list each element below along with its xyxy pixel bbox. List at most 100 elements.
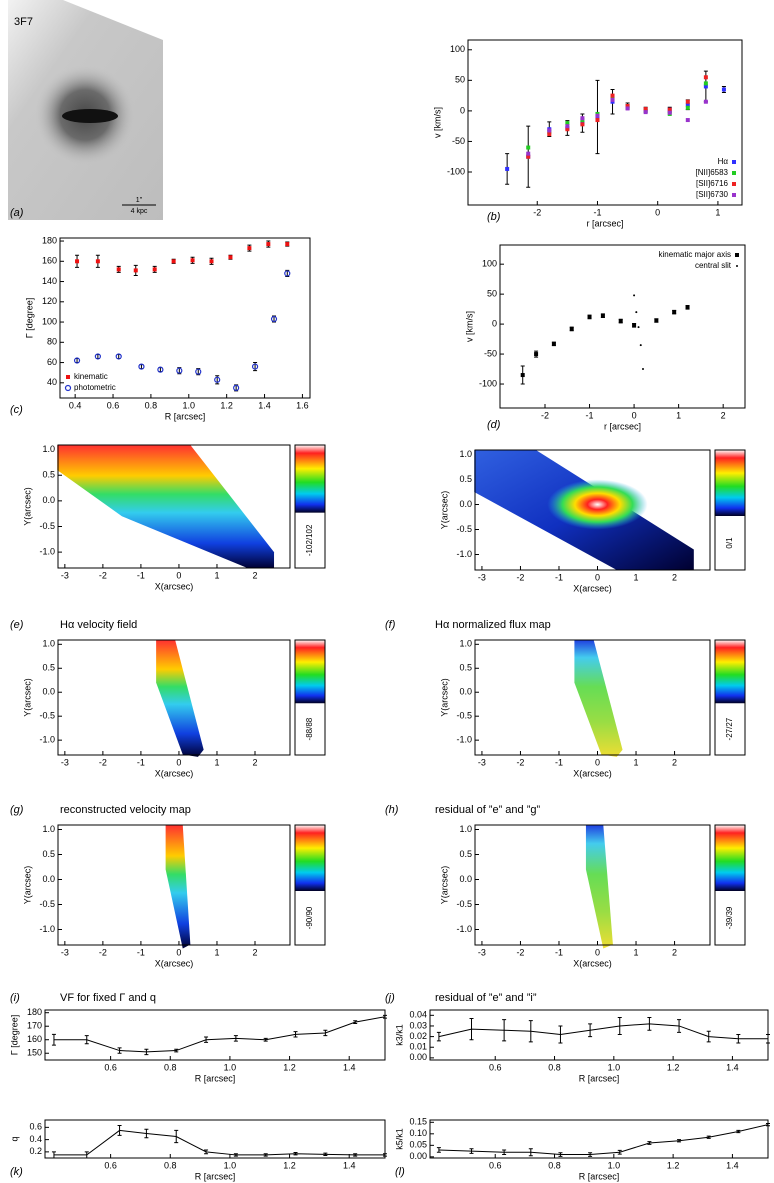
colorbar-frame [294,639,326,756]
x-tick-label: 1.0 [224,1160,237,1170]
error-bar [617,1016,622,1035]
point [171,259,176,264]
y-axis-label: Y(arcsec) [22,866,32,905]
point [547,132,552,137]
point [505,166,510,171]
map-area [165,825,191,949]
y-tick-label: 0.02 [409,1031,427,1041]
error-bar [617,1149,622,1155]
error-bar [766,1122,770,1127]
point [190,258,195,263]
x-tick-label: -3 [478,757,486,767]
x-tick-label: -2 [516,947,524,957]
x-tick-label: 0.8 [145,400,158,410]
colorbar-label: -88/88 [305,717,314,740]
point [667,107,672,112]
error-bar [558,1025,563,1044]
error-bar [51,1033,56,1046]
series-line [438,1023,768,1040]
x-axis-label: R [arcsec] [195,1073,236,1083]
y-tick-label: 0 [492,318,497,328]
colorbar [715,450,745,516]
point [595,113,600,118]
y-tick-label: 50 [487,289,497,299]
x-axis-label: X(arcsec) [573,768,612,778]
error-bar [528,1020,533,1043]
point [138,363,145,370]
y-tick-label: 100 [482,259,497,269]
x-tick-label: -1 [555,757,563,767]
panel-label: (f) [385,619,396,631]
y-tick-label: 80 [47,337,57,347]
series-line [438,1124,769,1156]
y-tick-label: 0 [460,105,465,115]
x-tick-label: 0.6 [489,1062,502,1072]
colorbar [295,640,325,704]
point [685,105,690,110]
x-tick-label: 0.6 [107,400,120,410]
y-axis-label: Γ [degree] [24,298,34,338]
x-tick-label: 0.6 [104,1062,117,1072]
panel-label: (c) [10,404,23,416]
point [520,373,525,378]
legend-label: kinematic major axis [659,250,731,259]
x-tick-label: 1 [676,410,681,420]
point [643,107,648,112]
panel-label: (l) [395,1166,405,1178]
y-tick-label: 1.0 [459,639,472,649]
error-bar [647,1141,652,1145]
point [632,323,637,328]
y-tick-label: -100 [479,378,497,388]
point [703,84,708,89]
colorbar-label: -39/39 [725,906,734,929]
x-tick-label: 0 [595,947,600,957]
colorbar-label: -90/90 [305,906,314,929]
error-bar [117,1047,122,1054]
x-tick-label: -1 [137,570,145,580]
point [551,341,556,346]
x-tick-label: 0.4 [69,400,82,410]
panel-label: (i) [10,992,20,1004]
colorbar-frame [294,444,326,569]
x-tick-label: 2 [672,757,677,767]
y-tick-label: 0.0 [459,874,472,884]
colorbar [715,825,745,891]
x-tick-label: 0 [176,947,181,957]
y-axis-label: Y(arcsec) [439,866,449,905]
point [157,366,164,373]
x-tick-label: -2 [516,572,524,582]
x-axis-label: r [arcsec] [586,218,623,228]
x-tick-label: 0.6 [489,1160,502,1170]
y-tick-label: -1.0 [39,735,55,745]
error-bar [677,1139,682,1143]
colorbar-frame [714,449,746,571]
legend-label: kinematic [74,372,108,381]
point [735,253,739,257]
point [580,116,585,121]
y-axis-label: v [km/s] [464,311,474,342]
y-tick-label: 180 [42,235,57,245]
point [736,265,738,267]
y-tick-label: 0.10 [409,1128,427,1138]
point [266,242,271,247]
x-tick-label: 1 [634,572,639,582]
point [526,154,531,159]
x-tick-label: -2 [99,757,107,767]
x-tick-label: -1 [137,947,145,957]
y-tick-label: -0.5 [39,899,55,909]
point [285,242,290,247]
y-tick-label: -100 [447,166,465,176]
x-tick-label: -3 [61,757,69,767]
y-tick-label: 0.0 [459,499,472,509]
y-tick-label: 120 [42,296,57,306]
x-tick-label: -1 [555,947,563,957]
y-tick-label: 0.05 [409,1140,427,1150]
point [610,93,615,98]
panel-label: (d) [487,419,501,431]
y-tick-label: 100 [450,44,465,54]
panel-caption: VF for fixed Γ and q [60,992,156,1004]
x-tick-label: -2 [99,570,107,580]
galaxy-bar [62,109,118,123]
error-bar [204,1149,209,1155]
legend-label: central slit [695,261,732,270]
